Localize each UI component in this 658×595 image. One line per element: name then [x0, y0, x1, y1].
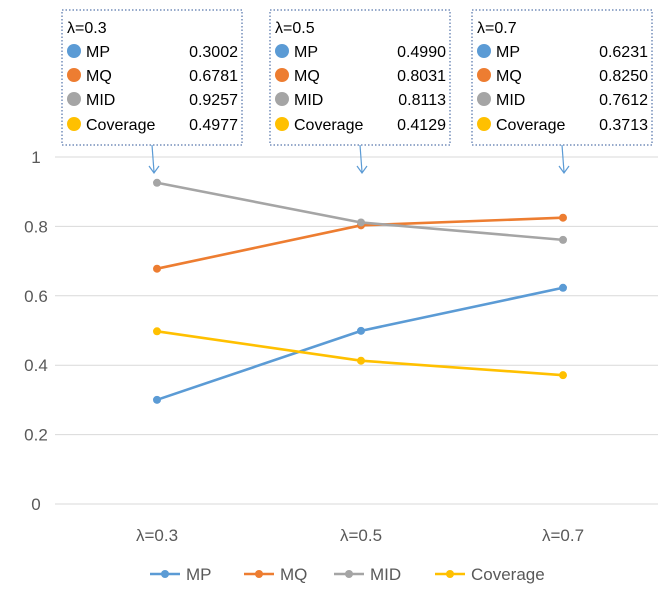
series-line-mid	[156, 181, 564, 242]
legend-item-mq: MQ	[244, 565, 307, 584]
data-point-coverage	[153, 327, 161, 336]
legend-dot-mid	[275, 92, 289, 106]
annotation-label: MQ	[496, 68, 522, 85]
arrow-shaft	[151, 144, 155, 173]
y-axis-ticks: 0 0.2 0.4 0.6 0.8 1	[24, 148, 48, 514]
annotation-value: 0.3713	[599, 117, 648, 134]
annotation-label: MID	[86, 92, 115, 109]
data-point-mp	[153, 395, 161, 404]
annotation-arrow	[356, 144, 368, 175]
annotation-label: MQ	[86, 68, 112, 85]
legend-label-mid: MID	[370, 565, 401, 584]
annotation-value: 0.8250	[599, 68, 648, 85]
legend-label-mq: MQ	[280, 565, 307, 584]
annotation-arrow	[558, 144, 570, 175]
data-point-mq	[559, 213, 567, 222]
annotation-title: λ=0.5	[275, 20, 315, 37]
annotation-label: Coverage	[294, 117, 363, 134]
annotation-box: λ=0.7 MP 0.6231 MQ 0.8250 MID 0.7612 Coverage 0.…	[471, 9, 653, 146]
annotation-value: 0.6781	[189, 68, 238, 85]
data-point-mp	[559, 283, 567, 292]
annotation-title: λ=0.7	[477, 20, 517, 37]
annotation-value: 0.9257	[189, 92, 238, 109]
legend-dot-mp	[67, 44, 81, 58]
annotation-border	[471, 9, 653, 146]
legend-dot-mp	[477, 44, 491, 58]
annotation-label: MQ	[294, 68, 320, 85]
annotation-value: 0.8113	[398, 92, 446, 109]
legend-marker-mp	[161, 570, 169, 578]
legend-marker-mid	[345, 570, 353, 578]
data-point-mp	[357, 326, 365, 335]
annotation-label: Coverage	[496, 117, 565, 134]
legend-dot-mid	[67, 92, 81, 106]
annotation-arrow	[148, 144, 160, 175]
y-tick-label: 0.4	[24, 356, 48, 375]
annotation-value: 0.4977	[189, 117, 238, 134]
annotation-value: 0.4129	[397, 117, 446, 134]
y-tick-label: 0.6	[24, 287, 48, 306]
legend-dot-coverage	[275, 117, 289, 131]
annotation-value: 0.6231	[599, 44, 648, 61]
annotation-title: λ=0.3	[67, 20, 107, 37]
x-tick-label: λ=0.7	[542, 526, 584, 545]
legend-marker-mq	[255, 570, 263, 578]
data-point-mq	[153, 264, 161, 273]
legend-label-coverage: Coverage	[471, 565, 545, 584]
series-line-coverage	[156, 330, 564, 377]
legend-item-mp: MP	[150, 565, 212, 584]
arrow-shaft	[561, 144, 565, 173]
annotation-label: MID	[294, 92, 323, 109]
data-point-coverage	[357, 356, 365, 365]
legend-item-coverage: Coverage	[435, 565, 545, 584]
x-tick-label: λ=0.5	[340, 526, 382, 545]
annotation-label: MP	[294, 44, 318, 61]
y-tick-label: 0.2	[24, 426, 48, 445]
data-point-mid	[357, 218, 365, 227]
legend-dot-mq	[477, 68, 491, 82]
legend-dot-mid	[477, 92, 491, 106]
annotation-label: MP	[496, 44, 520, 61]
legend-label-mp: MP	[186, 565, 212, 584]
legend: MP MQ MID Coverage	[150, 565, 545, 584]
annotation-label: Coverage	[86, 117, 155, 134]
arrow-head	[148, 165, 160, 175]
legend-dot-mq	[67, 68, 81, 82]
series-lines	[153, 178, 567, 404]
x-axis-ticks: λ=0.3 λ=0.5 λ=0.7	[136, 526, 584, 545]
x-tick-label: λ=0.3	[136, 526, 178, 545]
arrow-head	[558, 165, 570, 175]
annotation-box: λ=0.5 MP 0.4990 MQ 0.8031 MID 0.8113 Coverage 0.…	[269, 9, 451, 146]
legend-dot-coverage	[67, 117, 81, 131]
legend-marker-coverage	[446, 570, 454, 578]
annotation-value: 0.3002	[189, 44, 238, 61]
annotation-value: 0.7612	[599, 92, 648, 109]
annotation-label: MP	[86, 44, 110, 61]
annotation-border	[269, 9, 451, 146]
annotation-arrows	[148, 144, 570, 175]
annotation-box: λ=0.3 MP 0.3002 MQ 0.6781 MID 0.9257 Coverage 0.…	[61, 9, 243, 146]
arrow-head	[356, 165, 368, 175]
annotation-value: 0.8031	[397, 68, 446, 85]
y-tick-label: 0	[31, 495, 40, 514]
y-tick-label: 0.8	[24, 217, 48, 236]
gridlines	[55, 156, 658, 505]
annotation-value: 0.4990	[397, 44, 446, 61]
legend-dot-coverage	[477, 117, 491, 131]
legend-dot-mp	[275, 44, 289, 58]
data-point-mid	[153, 178, 161, 187]
annotation-boxes: λ=0.3 MP 0.3002 MQ 0.6781 MID 0.9257 Coverage 0.…	[61, 9, 653, 146]
legend-dot-mq	[275, 68, 289, 82]
annotation-label: MID	[496, 92, 525, 109]
data-point-mid	[559, 235, 567, 244]
annotation-border	[61, 9, 243, 146]
arrow-shaft	[359, 144, 363, 173]
data-point-coverage	[559, 371, 567, 380]
series-line-mp	[156, 286, 564, 402]
legend-item-mid: MID	[334, 565, 401, 584]
y-tick-label: 1	[31, 148, 40, 167]
